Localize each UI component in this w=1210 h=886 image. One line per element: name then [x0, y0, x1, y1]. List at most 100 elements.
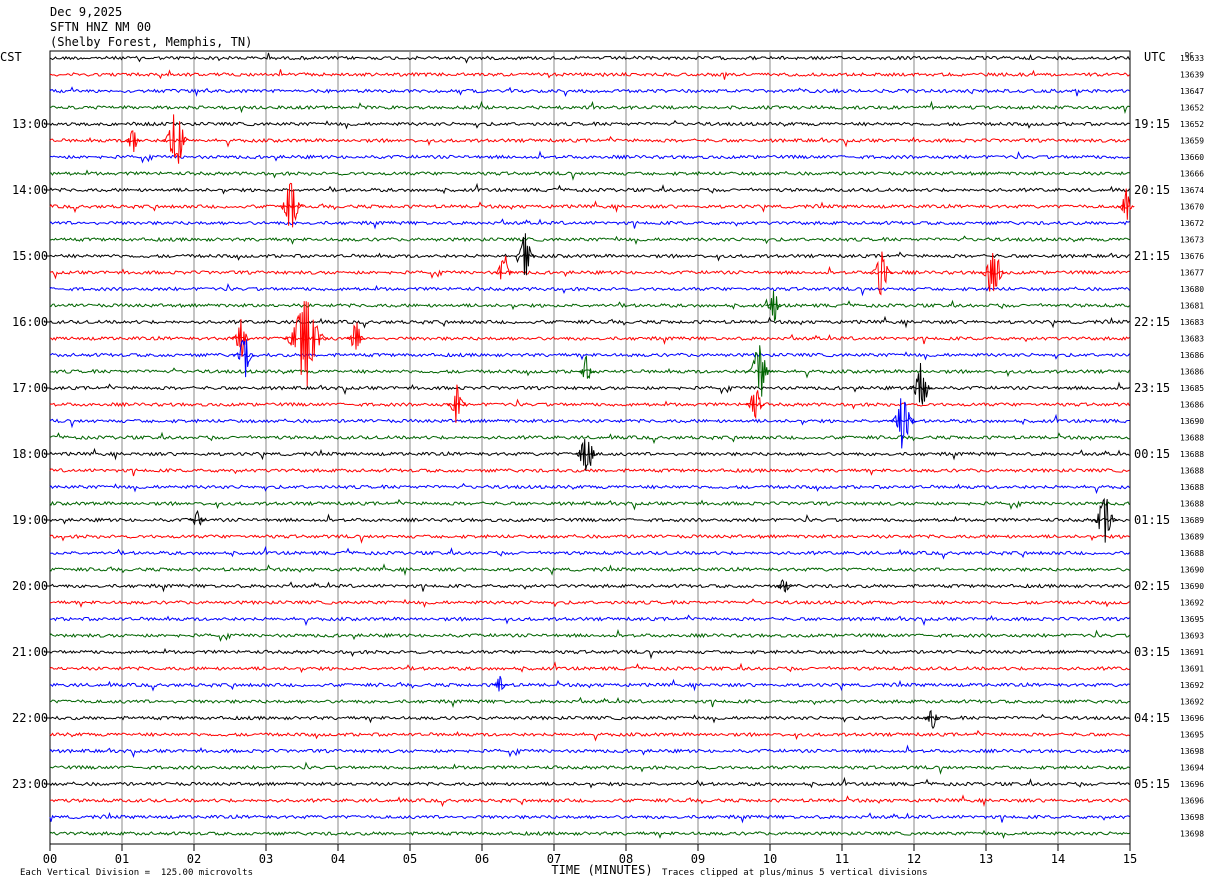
minute-gridlines — [121, 51, 1059, 844]
event-burst-16 — [446, 384, 467, 423]
trace-group — [49, 52, 1130, 840]
dc-value: 13674 — [1180, 186, 1204, 195]
dc-value: 13688 — [1180, 434, 1204, 443]
clip-note: Traces clipped at plus/minus 5 vertical … — [662, 868, 928, 878]
dc-value: 13696 — [1180, 780, 1204, 789]
dc-value: 13680 — [1180, 285, 1204, 294]
minute-tick-label: 02 — [187, 852, 201, 866]
dc-value: 13673 — [1180, 236, 1204, 245]
trace-row-43 — [49, 761, 1130, 775]
trace-row-37 — [49, 661, 1130, 674]
trace-row-36 — [49, 647, 1130, 660]
minute-tick-label: 09 — [691, 852, 705, 866]
trace-row-14 — [49, 283, 1130, 297]
scale-note: Each Vertical Division = 125.00 microvol… — [20, 868, 253, 878]
cst-hour-label: 15:00 — [12, 249, 48, 263]
trace-row-42 — [49, 744, 1130, 758]
trace-row-47 — [49, 829, 1130, 840]
cst-hour-label: 22:00 — [12, 711, 48, 725]
minute-tick-label: 03 — [259, 852, 273, 866]
minute-tick-label: 07 — [547, 852, 561, 866]
minute-tick-label: 08 — [619, 852, 633, 866]
utc-hour-label: 23:15 — [1134, 381, 1170, 395]
dc-value: 13691 — [1180, 648, 1204, 657]
dc-value: 13688 — [1180, 483, 1204, 492]
trace-row-35 — [49, 628, 1130, 642]
dc-value: 13685 — [1180, 384, 1204, 393]
cst-hour-label: 17:00 — [12, 381, 48, 395]
trace-row-22 — [49, 413, 1130, 429]
event-burst-8 — [765, 290, 782, 322]
dc-value: 13677 — [1180, 269, 1204, 278]
chart-date: Dec 9,2025 — [50, 5, 123, 19]
minute-tick-label: 10 — [763, 852, 777, 866]
trace-row-13 — [49, 265, 1130, 280]
cst-hour-label: 18:00 — [12, 447, 48, 461]
trace-row-5 — [49, 135, 1130, 148]
event-burst-2 — [278, 182, 304, 228]
trace-row-3 — [49, 100, 1130, 114]
dc-value: 13688 — [1180, 549, 1204, 558]
dc-value: 13690 — [1180, 582, 1204, 591]
dc-value: 13652 — [1180, 104, 1204, 113]
trace-row-7 — [49, 169, 1130, 181]
dc-value: 13692 — [1180, 698, 1204, 707]
cst-hour-label: 21:00 — [12, 645, 48, 659]
trace-row-2 — [49, 86, 1130, 97]
trace-row-10 — [49, 218, 1130, 230]
cst-hour-label: 14:00 — [12, 183, 48, 197]
dc-value: 13672 — [1180, 219, 1204, 228]
trace-row-8 — [49, 182, 1130, 195]
trace-row-28 — [49, 513, 1130, 525]
trace-row-12 — [49, 251, 1130, 264]
dc-value: 13698 — [1180, 830, 1204, 839]
dc-value: 13691 — [1180, 665, 1204, 674]
trace-row-44 — [49, 776, 1130, 789]
dc-value: 13695 — [1180, 731, 1204, 740]
trace-row-27 — [49, 498, 1130, 511]
utc-hour-label: 05:15 — [1134, 777, 1170, 791]
event-burst-5 — [493, 255, 513, 280]
event-burst-11 — [346, 322, 366, 350]
dc-value: 13696 — [1180, 714, 1204, 723]
dc-value: 13660 — [1180, 153, 1204, 162]
event-burst-3 — [1118, 188, 1135, 220]
dc-value: 13683 — [1180, 318, 1204, 327]
dc-value: 13689 — [1180, 533, 1204, 542]
minute-tick-label: 04 — [331, 852, 345, 866]
x-axis-title: TIME (MINUTES) — [551, 863, 652, 877]
trace-row-20 — [49, 381, 1130, 395]
event-burst-13 — [578, 354, 595, 379]
dc-value: 13633 — [1180, 54, 1204, 63]
dc-value: 13647 — [1180, 87, 1204, 96]
event-group — [124, 114, 1135, 730]
trace-row-29 — [49, 533, 1130, 544]
trace-row-0 — [49, 52, 1130, 64]
trace-row-38 — [49, 678, 1130, 692]
dc-value: 13692 — [1180, 681, 1204, 690]
dc-value: 13690 — [1180, 566, 1204, 575]
event-burst-7 — [979, 252, 1007, 292]
dc-value: 13690 — [1180, 417, 1204, 426]
event-burst-17 — [745, 390, 765, 420]
utc-hour-label: 02:15 — [1134, 579, 1170, 593]
event-burst-12 — [233, 339, 255, 378]
event-burst-4 — [514, 233, 536, 276]
minute-tick-label: 00 — [43, 852, 57, 866]
right-axis-label: UTC — [1144, 50, 1166, 64]
trace-row-41 — [49, 729, 1130, 742]
event-burst-24 — [923, 709, 941, 730]
cst-hour-label: 16:00 — [12, 315, 48, 329]
cst-hour-label: 23:00 — [12, 777, 48, 791]
dc-value: 13681 — [1180, 302, 1204, 311]
trace-row-31 — [49, 563, 1130, 576]
trace-row-18 — [49, 351, 1130, 361]
trace-row-11 — [49, 235, 1130, 246]
event-burst-20 — [1092, 497, 1118, 543]
dc-value: 13696 — [1180, 797, 1204, 806]
event-burst-23 — [491, 675, 509, 692]
event-burst-21 — [189, 509, 206, 526]
dc-value: 13670 — [1180, 203, 1204, 212]
trace-row-39 — [49, 696, 1130, 708]
